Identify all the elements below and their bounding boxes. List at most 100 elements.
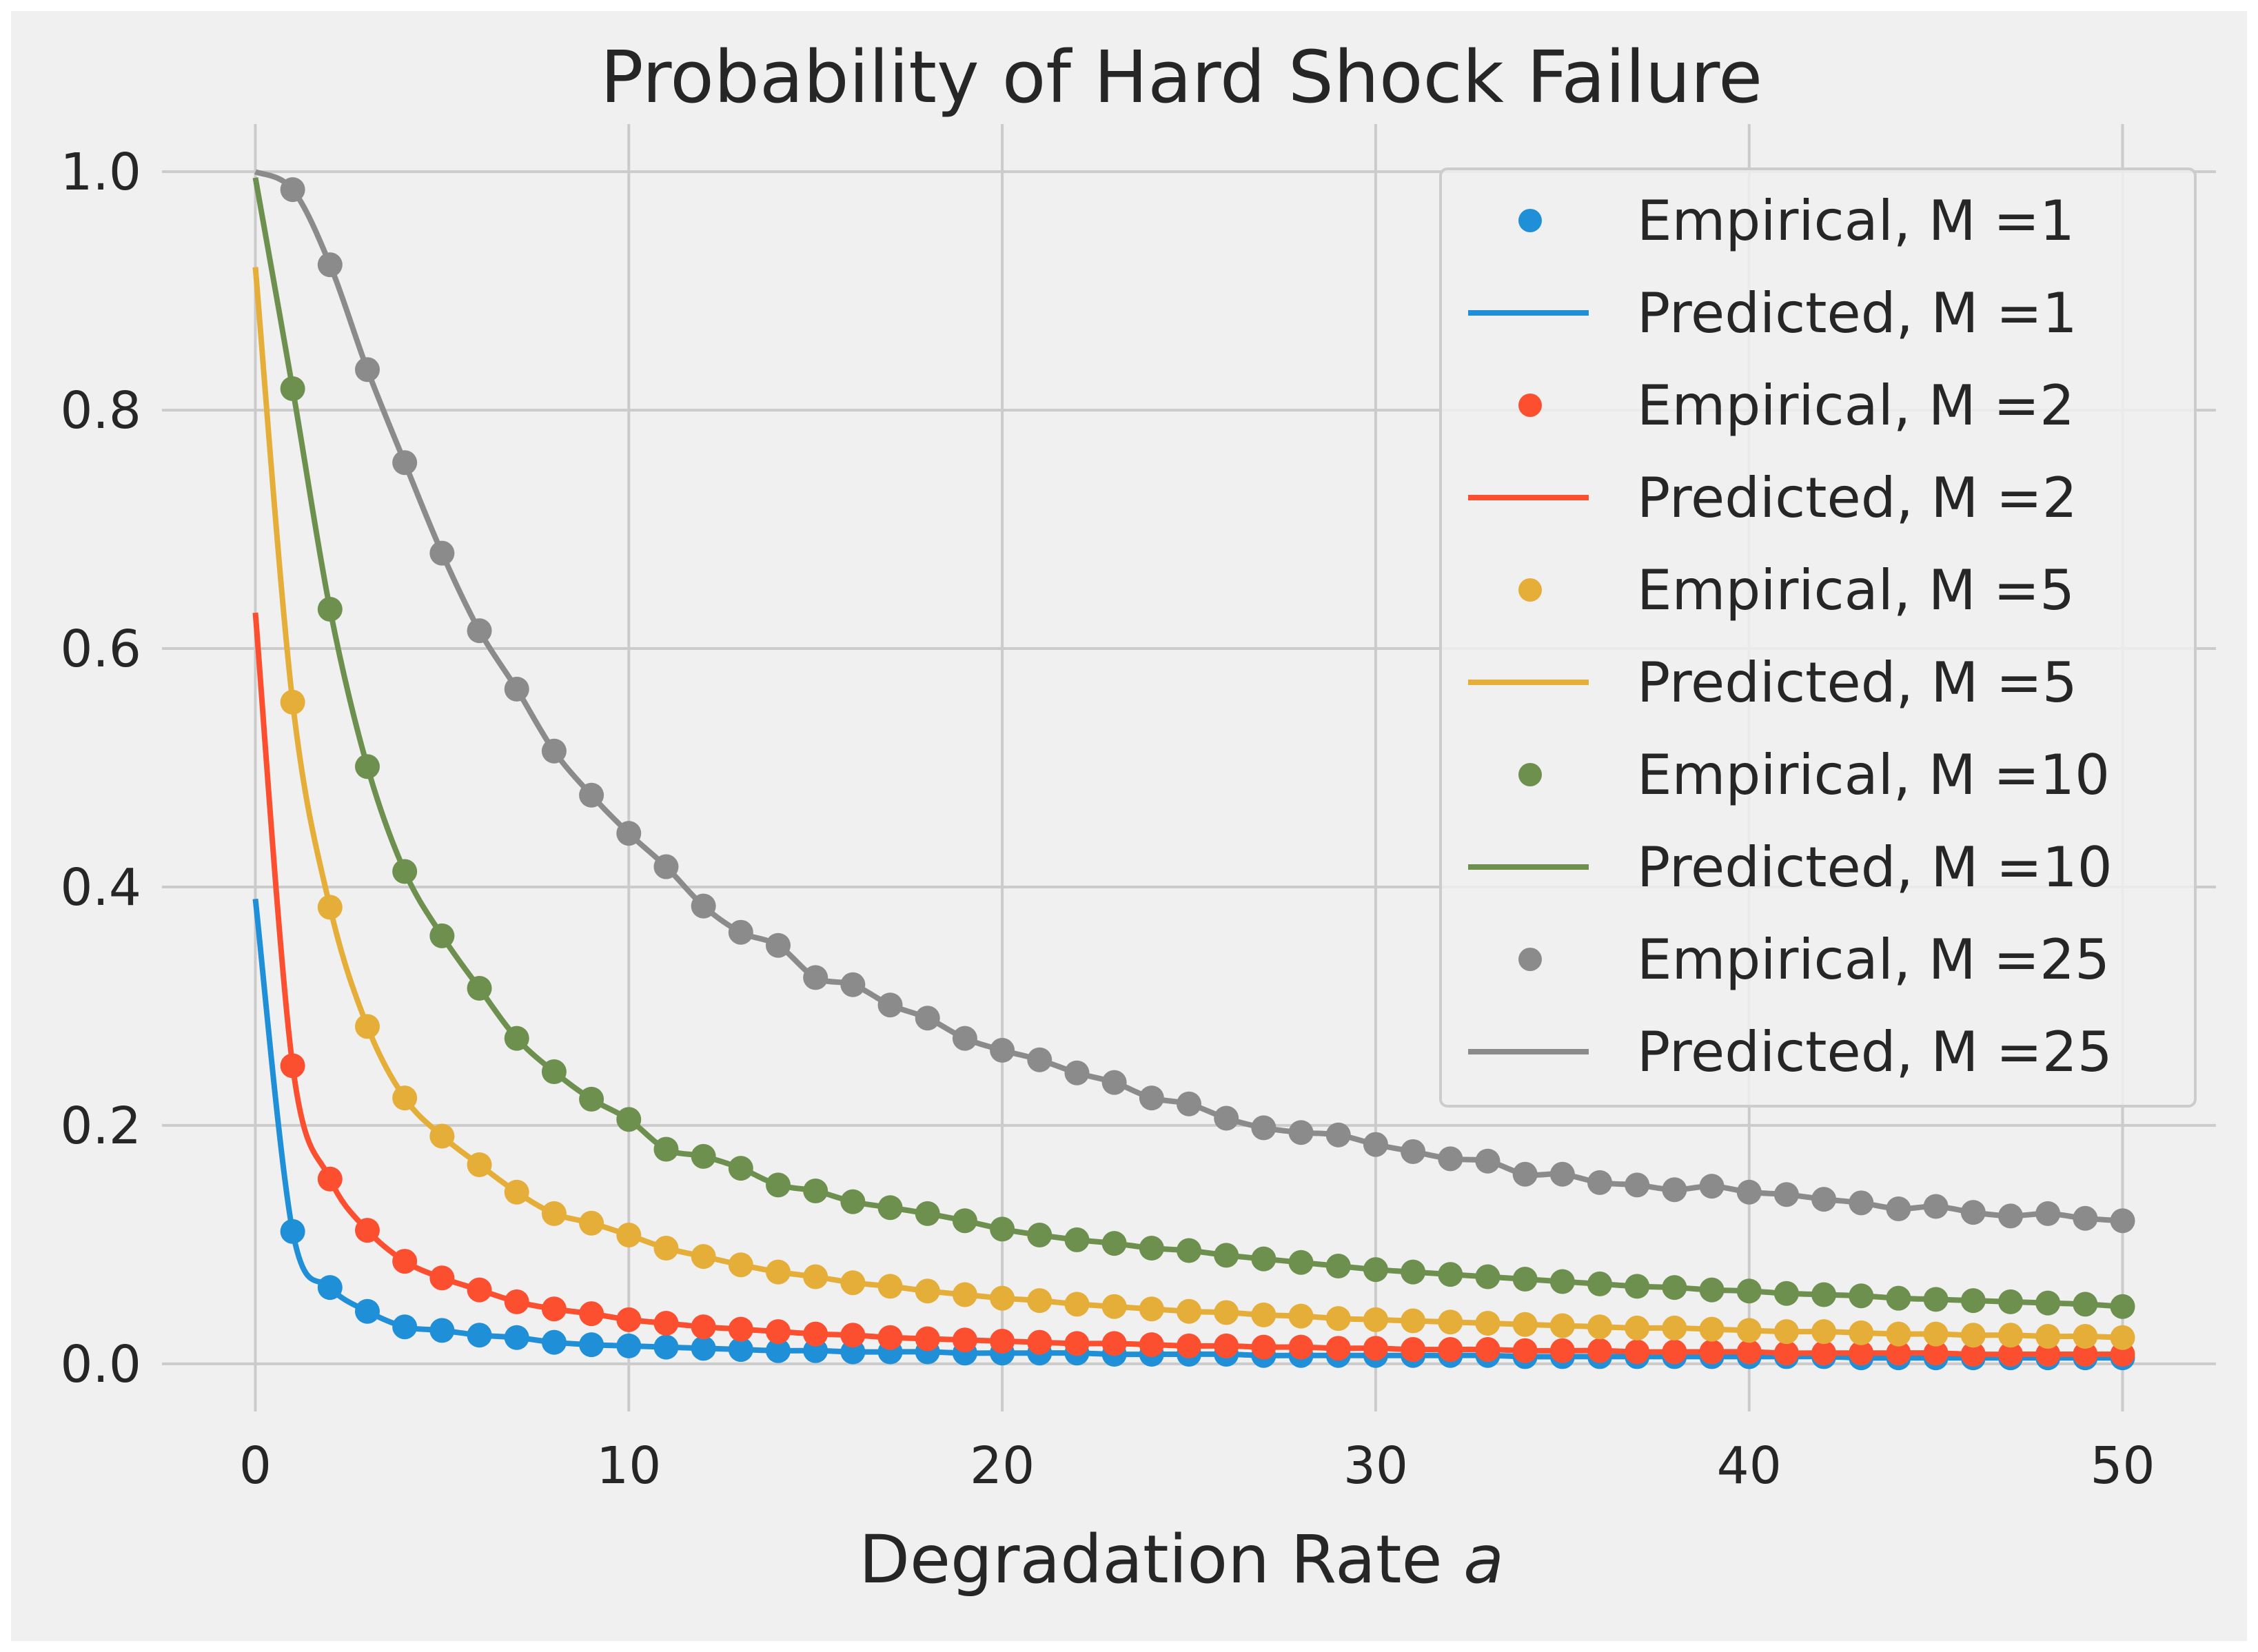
empirical-point-m5 (990, 1285, 1015, 1311)
empirical-point-m2 (1363, 1336, 1388, 1361)
legend-marker-empirical-m25 (1518, 948, 1542, 971)
empirical-point-m2 (1475, 1337, 1501, 1363)
empirical-point-m2 (1325, 1336, 1351, 1361)
x-axis-label: Degradation Rate a (859, 1521, 1504, 1598)
empirical-point-m25 (429, 540, 455, 566)
legend-label-empirical-m5: Empirical, M =5 (1637, 558, 2075, 622)
empirical-point-m2 (766, 1319, 791, 1345)
empirical-point-m1 (280, 1218, 305, 1244)
empirical-point-m5 (2110, 1325, 2135, 1350)
empirical-point-m10 (280, 376, 305, 401)
empirical-point-m2 (1438, 1337, 1463, 1363)
empirical-point-m2 (1177, 1333, 1201, 1358)
empirical-point-m10 (1064, 1227, 1090, 1252)
empirical-point-m5 (1998, 1323, 2023, 1348)
empirical-point-m10 (1736, 1278, 1762, 1304)
empirical-point-m2 (691, 1314, 716, 1340)
empirical-point-m1 (355, 1298, 380, 1324)
empirical-point-m2 (2073, 1341, 2098, 1367)
empirical-point-m2 (915, 1326, 940, 1352)
empirical-point-m5 (1214, 1300, 1239, 1325)
empirical-point-m2 (579, 1301, 604, 1327)
empirical-point-m10 (504, 1026, 529, 1051)
legend-label-predicted-m2: Predicted, M =2 (1637, 466, 2077, 530)
empirical-point-m2 (355, 1218, 380, 1243)
empirical-point-m5 (691, 1244, 716, 1269)
empirical-point-m10 (1998, 1289, 2023, 1314)
empirical-points (280, 177, 2135, 1371)
x-tick-label: 40 (1717, 1436, 1782, 1496)
empirical-point-m2 (1923, 1340, 1949, 1366)
empirical-point-m25 (1625, 1172, 1650, 1198)
y-tick-label: 0.6 (60, 620, 141, 679)
empirical-point-m5 (1177, 1298, 1201, 1324)
empirical-point-m10 (1923, 1287, 1949, 1312)
empirical-point-m1 (429, 1318, 455, 1343)
empirical-point-m5 (1438, 1309, 1463, 1335)
empirical-point-m10 (579, 1086, 604, 1112)
empirical-point-m5 (1960, 1323, 1986, 1348)
legend-label-empirical-m2: Empirical, M =2 (1637, 374, 2075, 438)
empirical-point-m25 (1064, 1060, 1090, 1085)
empirical-point-m25 (1027, 1047, 1052, 1072)
empirical-point-m5 (1512, 1312, 1538, 1337)
empirical-point-m25 (1923, 1194, 1949, 1219)
empirical-point-m25 (1139, 1085, 1164, 1111)
empirical-point-m5 (840, 1270, 866, 1296)
empirical-point-m5 (1662, 1315, 1687, 1340)
empirical-point-m5 (429, 1123, 455, 1149)
empirical-point-m2 (1214, 1333, 1239, 1358)
empirical-point-m10 (1549, 1269, 1575, 1294)
empirical-point-m2 (1587, 1338, 1612, 1363)
empirical-point-m25 (915, 1006, 940, 1031)
empirical-point-m10 (1438, 1262, 1463, 1287)
chart-title: Probability of Hard Shock Failure (600, 35, 1762, 119)
y-tick-label: 0.2 (60, 1097, 141, 1156)
empirical-point-m10 (467, 975, 492, 1001)
empirical-point-m10 (429, 923, 455, 948)
empirical-point-m10 (2073, 1292, 2098, 1317)
empirical-point-m25 (728, 919, 753, 945)
empirical-point-m2 (952, 1327, 977, 1353)
tick-labels: 0 10 20 30 40 50 0.0 0.2 0.4 0.6 0.8 1.0 (60, 143, 2155, 1496)
empirical-point-m25 (1849, 1190, 1874, 1216)
empirical-point-m2 (1960, 1341, 1986, 1367)
legend-label-predicted-m10: Predicted, M =10 (1637, 835, 2113, 899)
empirical-point-m2 (728, 1316, 753, 1342)
empirical-point-m5 (1699, 1316, 1725, 1342)
legend-label-empirical-m25: Empirical, M =25 (1637, 928, 2110, 992)
y-tick-label: 1.0 (60, 143, 141, 202)
empirical-point-m25 (653, 854, 679, 879)
empirical-point-m10 (1625, 1274, 1650, 1299)
empirical-point-m25 (355, 357, 380, 383)
empirical-point-m25 (467, 618, 492, 644)
empirical-point-m5 (2035, 1324, 2061, 1349)
empirical-point-m10 (766, 1172, 791, 1198)
empirical-point-m2 (541, 1296, 567, 1322)
empirical-point-m2 (1998, 1341, 2023, 1367)
empirical-point-m10 (1177, 1238, 1201, 1263)
empirical-point-m2 (1699, 1339, 1725, 1365)
legend-marker-empirical-m10 (1518, 763, 1542, 786)
empirical-point-m5 (1811, 1319, 1837, 1345)
empirical-point-m1 (728, 1337, 753, 1363)
empirical-point-m2 (1101, 1331, 1127, 1356)
empirical-point-m10 (1811, 1282, 1837, 1307)
empirical-point-m5 (1773, 1319, 1799, 1345)
empirical-point-m1 (317, 1275, 343, 1301)
legend-marker-empirical-m2 (1518, 394, 1542, 417)
empirical-point-m1 (691, 1336, 716, 1361)
empirical-point-m10 (952, 1208, 977, 1234)
empirical-point-m2 (467, 1277, 492, 1303)
empirical-point-m25 (1886, 1196, 1911, 1221)
empirical-point-m2 (1773, 1340, 1799, 1366)
empirical-point-m5 (541, 1201, 567, 1226)
empirical-point-m2 (317, 1166, 343, 1192)
empirical-point-m2 (1886, 1340, 1911, 1366)
empirical-point-m10 (1288, 1250, 1314, 1275)
empirical-point-m5 (1886, 1321, 1911, 1347)
empirical-point-m10 (317, 596, 343, 622)
empirical-point-m25 (1401, 1139, 1426, 1164)
empirical-point-m5 (392, 1085, 418, 1111)
